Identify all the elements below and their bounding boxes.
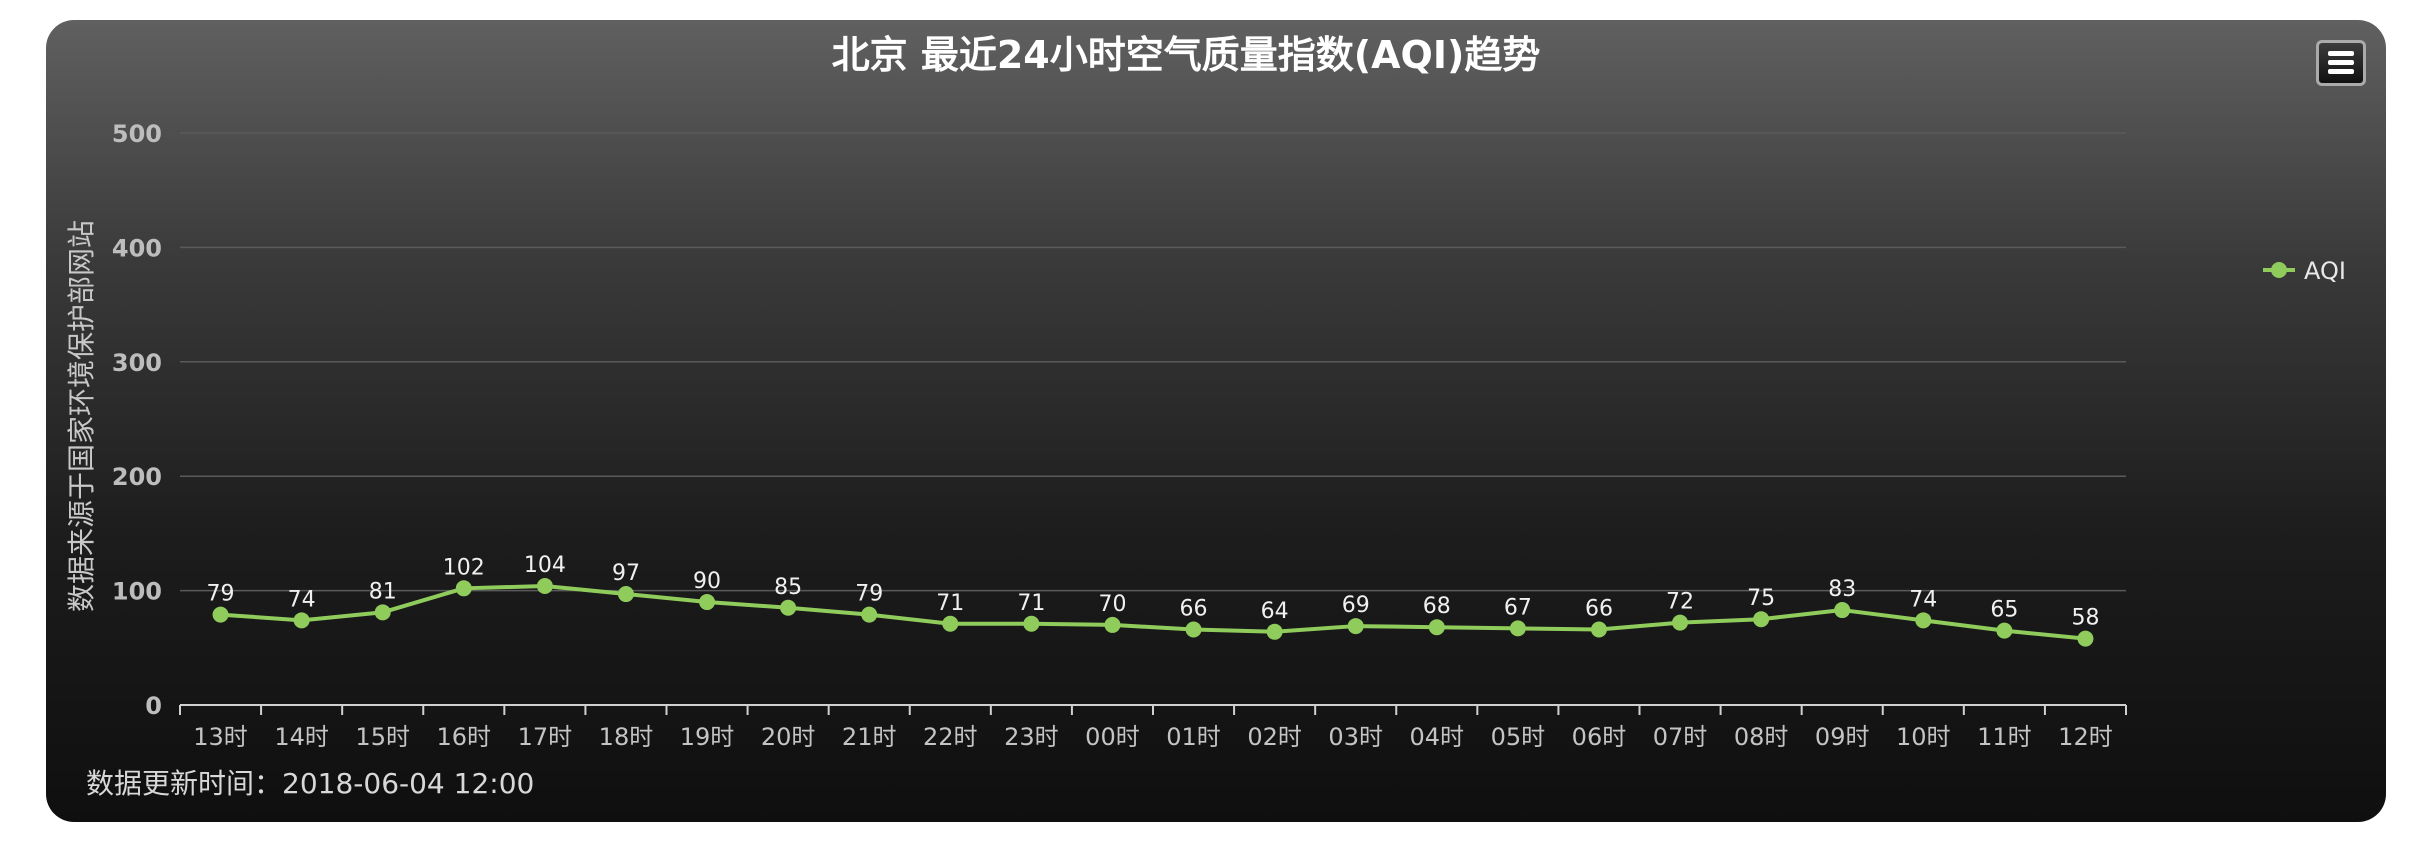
data-label: 102 bbox=[443, 555, 485, 580]
data-point[interactable] bbox=[536, 578, 553, 595]
x-tick-label: 11时 bbox=[1977, 723, 2032, 751]
y-tick-label: 300 bbox=[112, 349, 162, 377]
x-tick-label: 03时 bbox=[1328, 723, 1383, 751]
data-point[interactable] bbox=[293, 612, 310, 629]
data-point[interactable] bbox=[942, 615, 959, 632]
legend-label[interactable]: AQI bbox=[2304, 257, 2346, 285]
update-time: 数据更新时间：2018-06-04 12:00 bbox=[86, 762, 534, 802]
chart-menu-button[interactable] bbox=[2316, 40, 2366, 86]
x-tick-label: 06时 bbox=[1572, 723, 1627, 751]
x-tick-label: 19时 bbox=[680, 723, 735, 751]
chart-title: 北京 最近24小时空气质量指数(AQI)趋势 bbox=[832, 33, 1541, 77]
data-point[interactable] bbox=[212, 606, 229, 623]
x-tick-label: 15时 bbox=[355, 723, 410, 751]
data-point[interactable] bbox=[1834, 602, 1851, 619]
x-axis bbox=[179, 704, 2127, 715]
data-point[interactable] bbox=[1996, 622, 2013, 639]
data-label: 65 bbox=[1990, 598, 2018, 623]
x-tick-label: 00时 bbox=[1085, 723, 1140, 751]
update-time-label: 数据更新时间： bbox=[86, 767, 283, 800]
x-tick-label: 14时 bbox=[274, 723, 329, 751]
x-tick-label: 04时 bbox=[1410, 723, 1465, 751]
data-label: 68 bbox=[1423, 594, 1451, 619]
data-label: 85 bbox=[774, 575, 802, 600]
series-aqi: 79 74 81 102 104 97 90 85 79 71 71 70 66 64 69 68 67 66 72… bbox=[207, 553, 2099, 647]
data-point[interactable] bbox=[699, 594, 716, 611]
x-tick-labels: 13时 14时 15时 16时 17时 18时 19时 20时 21时 22时 23时 00时 01时 0… bbox=[193, 723, 2112, 751]
data-label: 69 bbox=[1342, 593, 1370, 618]
data-point[interactable] bbox=[1023, 615, 1040, 632]
data-label: 75 bbox=[1747, 586, 1775, 611]
x-tick-label: 16时 bbox=[437, 723, 492, 751]
aqi-line-chart: 北京 最近24小时空气质量指数(AQI)趋势 数据来源于国家环境保护部网站 01… bbox=[65, 33, 2346, 751]
data-point[interactable] bbox=[1590, 621, 1607, 638]
y-tick-label: 0 bbox=[145, 692, 162, 720]
x-tick-label: 18时 bbox=[599, 723, 654, 751]
data-label: 64 bbox=[1261, 599, 1289, 624]
data-point[interactable] bbox=[1915, 612, 1932, 629]
data-label: 71 bbox=[936, 591, 964, 616]
data-point[interactable] bbox=[1672, 614, 1689, 631]
x-tick-label: 01时 bbox=[1166, 723, 1221, 751]
data-point[interactable] bbox=[1753, 611, 1770, 628]
x-tick-label: 07时 bbox=[1653, 723, 1708, 751]
data-point[interactable] bbox=[455, 580, 472, 597]
y-tick-label: 100 bbox=[112, 578, 162, 606]
data-label: 90 bbox=[693, 569, 721, 594]
data-point[interactable] bbox=[780, 599, 797, 616]
legend[interactable]: AQI bbox=[2263, 257, 2346, 285]
x-tick-label: 05时 bbox=[1491, 723, 1546, 751]
data-point[interactable] bbox=[1266, 623, 1283, 640]
x-tick-label: 02时 bbox=[1247, 723, 1302, 751]
data-point[interactable] bbox=[1428, 619, 1445, 636]
hamburger-menu-icon bbox=[2328, 60, 2354, 65]
x-tick-label: 08时 bbox=[1734, 723, 1789, 751]
data-label: 97 bbox=[612, 561, 640, 586]
data-point[interactable] bbox=[1347, 618, 1364, 635]
x-tick-label: 17时 bbox=[518, 723, 573, 751]
data-point[interactable] bbox=[1509, 620, 1526, 637]
data-label: 67 bbox=[1504, 595, 1532, 620]
x-tick-label: 10时 bbox=[1896, 723, 1951, 751]
data-label: 74 bbox=[1909, 587, 1937, 612]
data-label: 72 bbox=[1666, 590, 1694, 615]
data-label: 71 bbox=[1017, 591, 1045, 616]
data-label: 81 bbox=[369, 579, 397, 604]
grid-lines bbox=[180, 132, 2126, 592]
hamburger-menu-icon bbox=[2328, 51, 2354, 56]
data-label: 104 bbox=[524, 553, 566, 578]
data-point[interactable] bbox=[1185, 621, 1202, 638]
data-label: 74 bbox=[288, 587, 316, 612]
y-tick-label: 400 bbox=[112, 234, 162, 262]
data-label: 58 bbox=[2071, 606, 2099, 631]
data-label: 79 bbox=[855, 582, 883, 607]
data-point[interactable] bbox=[861, 606, 878, 623]
data-point[interactable] bbox=[374, 604, 391, 621]
x-tick-label: 22时 bbox=[923, 723, 978, 751]
data-point[interactable] bbox=[1104, 616, 1121, 633]
x-tick-label: 12时 bbox=[2058, 723, 2113, 751]
y-tick-label: 500 bbox=[112, 120, 162, 148]
data-point[interactable] bbox=[617, 586, 634, 603]
y-axis-label: 数据来源于国家环境保护部网站 bbox=[65, 220, 98, 612]
x-tick-label: 21时 bbox=[842, 723, 897, 751]
legend-swatch-marker bbox=[2271, 262, 2287, 278]
data-label: 70 bbox=[1098, 592, 1126, 617]
data-label: 83 bbox=[1828, 577, 1856, 602]
update-time-value: 2018-06-04 12:00 bbox=[282, 767, 535, 800]
hamburger-menu-icon bbox=[2328, 69, 2354, 74]
data-label: 66 bbox=[1585, 596, 1613, 621]
x-tick-label: 23时 bbox=[1004, 723, 1059, 751]
y-tick-labels: 0 100 200 300 400 500 bbox=[112, 120, 162, 720]
x-tick-label: 20时 bbox=[761, 723, 816, 751]
data-label: 79 bbox=[207, 582, 235, 607]
y-tick-label: 200 bbox=[112, 463, 162, 491]
data-label: 66 bbox=[1180, 596, 1208, 621]
x-tick-label: 09时 bbox=[1815, 723, 1870, 751]
data-point[interactable] bbox=[2077, 630, 2094, 647]
x-tick-label: 13时 bbox=[193, 723, 248, 751]
series-line bbox=[220, 584, 2086, 641]
